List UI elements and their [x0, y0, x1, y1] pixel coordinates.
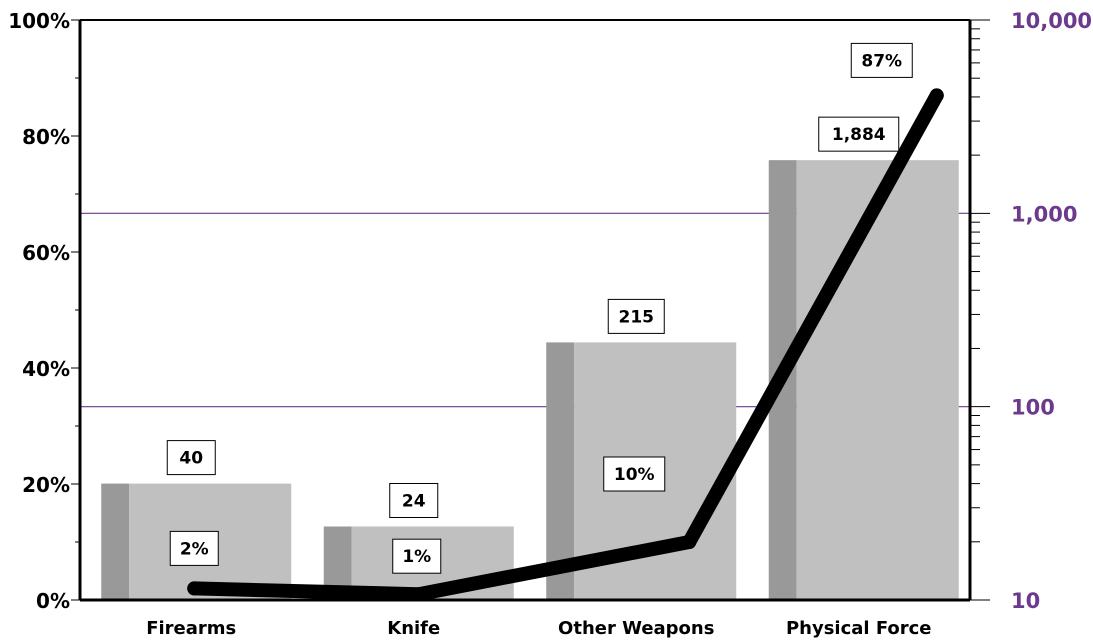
bar-value-label: 1,884 — [832, 125, 886, 145]
line-segment — [411, 535, 697, 602]
line-series — [187, 88, 944, 602]
line-value-label: 1% — [402, 547, 431, 567]
line-segment — [187, 581, 426, 602]
line-point — [411, 587, 426, 602]
line-value-label-box — [392, 538, 442, 574]
line-value-label-box — [850, 42, 913, 78]
bar-value-label-box — [389, 482, 439, 518]
tick-labels: 0% 20% 40% 60% 80% 100% 10 100 1,000 10,000 Firear… — [8, 9, 1092, 639]
right-tick-label: 10,000 — [1011, 9, 1092, 33]
line-segment — [682, 88, 944, 549]
left-tick-label: 0% — [36, 589, 70, 613]
line-point — [929, 88, 944, 103]
right-tick-label: 100 — [1011, 396, 1055, 420]
line-point — [682, 535, 697, 549]
left-tick-label: 20% — [22, 473, 70, 497]
line-value-label: 10% — [614, 465, 655, 485]
line-value-label-box — [169, 530, 219, 566]
bar-side — [546, 342, 575, 600]
bar-side — [101, 483, 130, 600]
category-label: Firearms — [146, 618, 236, 639]
bar — [796, 160, 959, 600]
axes — [71, 19, 990, 602]
bar-value-label: 215 — [619, 307, 655, 327]
line-value-label-box — [603, 456, 666, 492]
category-label: Knife — [387, 618, 440, 639]
line-value-label: 87% — [861, 51, 902, 71]
left-tick-label: 60% — [22, 241, 70, 265]
bar-value-label-box — [166, 440, 216, 476]
right-tick-label: 1,000 — [1011, 202, 1077, 226]
bar-value-label-box — [818, 116, 900, 152]
line-point — [187, 581, 202, 596]
bar-value-label-box — [607, 298, 665, 334]
category-label: Physical Force — [786, 618, 932, 639]
bars — [101, 160, 959, 600]
right-tick-label: 10 — [1011, 589, 1040, 613]
left-tick-label: 100% — [8, 9, 70, 33]
left-tick-label: 40% — [22, 357, 70, 381]
line-value-label: 2% — [180, 539, 209, 559]
left-tick-label: 80% — [22, 125, 70, 149]
bar-value-label: 24 — [402, 491, 426, 511]
category-label: Other Weapons — [558, 618, 714, 639]
data-labels: 40 24 215 1,884 2% 1% 10% 87% — [166, 42, 913, 574]
bar-value-label: 40 — [179, 449, 203, 469]
